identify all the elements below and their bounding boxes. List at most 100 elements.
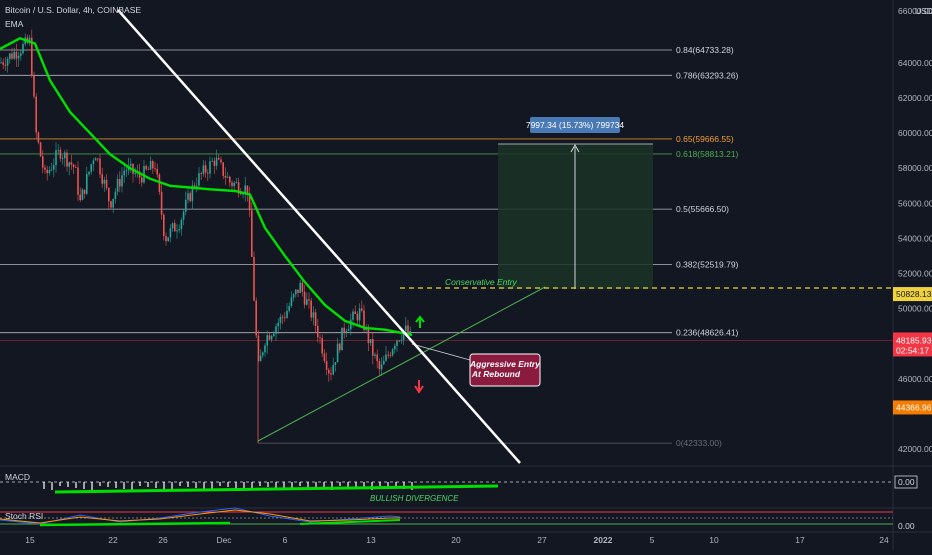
candle-body xyxy=(352,311,354,320)
currency-label[interactable]: USD xyxy=(915,6,932,16)
candle-body xyxy=(312,312,315,318)
candle-body xyxy=(66,152,68,167)
candle-body xyxy=(244,185,246,194)
candle-body xyxy=(248,194,251,211)
candle-body xyxy=(378,361,381,370)
candle-body xyxy=(394,345,396,350)
candle-body xyxy=(229,176,231,183)
candle-body xyxy=(123,170,125,176)
support-trendline[interactable] xyxy=(257,286,546,442)
candle-body xyxy=(57,149,59,151)
bullish-divergence-line xyxy=(54,484,499,494)
candle-body xyxy=(204,165,207,173)
candle-body xyxy=(99,158,101,175)
candle-body xyxy=(290,297,293,307)
candle-body xyxy=(53,165,55,170)
up-arrow-icon xyxy=(415,315,425,328)
candle-body xyxy=(343,327,345,333)
aggressive-entry-line1: Aggressive Entry xyxy=(469,359,541,369)
candle-body xyxy=(266,335,268,346)
ema-line xyxy=(0,36,413,337)
candle-body xyxy=(303,291,306,305)
candle-body xyxy=(90,164,92,172)
time-tick-label: 10 xyxy=(709,535,719,545)
price-tag-current-value: 48185.93 xyxy=(896,335,932,345)
candle-body xyxy=(242,193,244,195)
candle-body xyxy=(317,326,319,338)
candle-body xyxy=(275,326,277,334)
time-axis[interactable]: 15 22 26 Dec 6 13 20 27 2022 5 10 17 24 xyxy=(25,535,889,545)
candle-body xyxy=(202,165,205,174)
candle-body xyxy=(354,311,356,314)
candle-body xyxy=(70,162,73,165)
candle-body xyxy=(88,171,90,175)
candle-body xyxy=(233,182,235,187)
candle-body xyxy=(363,310,365,331)
candle-body xyxy=(389,354,392,356)
price-tag-low-value: 44366.96 xyxy=(896,402,932,412)
indicator-label[interactable]: EMA xyxy=(5,19,24,29)
candle-body xyxy=(176,230,178,232)
stoch-value: 0.00 xyxy=(898,521,915,531)
candle-body xyxy=(297,289,299,293)
price-tag-low xyxy=(893,400,932,415)
candle-body xyxy=(356,313,359,321)
candle-body xyxy=(125,170,128,172)
candle-body xyxy=(174,223,176,232)
candlestick-series xyxy=(0,29,411,444)
candle-body xyxy=(319,337,321,339)
candle-body xyxy=(402,330,405,340)
price-tick-label: 56000.00 xyxy=(898,198,932,208)
aggressive-entry-box[interactable] xyxy=(469,353,541,387)
candle-body xyxy=(39,142,42,157)
price-tick-label: 64000.00 xyxy=(898,58,932,68)
measure-label-box xyxy=(530,117,620,133)
candle-body xyxy=(79,194,81,201)
candle-body xyxy=(339,343,341,351)
candle-body xyxy=(48,170,51,174)
candle-body xyxy=(55,150,57,166)
candle-body xyxy=(391,349,394,356)
macd-value: 0.00 xyxy=(898,477,915,487)
candle-body xyxy=(257,335,260,362)
price-tick-label: 50000.00 xyxy=(898,304,932,314)
price-tick-label: 60000.00 xyxy=(898,128,932,138)
candle-body xyxy=(222,162,224,176)
candle-body xyxy=(116,179,119,192)
candle-body xyxy=(396,340,398,346)
candle-body xyxy=(215,157,218,166)
candle-body xyxy=(17,55,20,59)
candle-body xyxy=(374,354,376,356)
candle-body xyxy=(13,51,15,59)
candle-body xyxy=(224,175,227,178)
measure-arrow-head xyxy=(570,143,580,153)
candle-body xyxy=(341,327,343,351)
candle-body xyxy=(226,176,229,178)
candle-body xyxy=(35,96,37,133)
candle-body xyxy=(358,308,361,321)
price-tick-label: 62000.00 xyxy=(898,93,932,103)
price-axis[interactable]: 64000.00 62000.00 60000.00 58000.00 56000.00… xyxy=(898,6,932,454)
candle-body xyxy=(110,201,112,208)
candle-body xyxy=(196,185,198,187)
candle-body xyxy=(11,53,13,59)
time-tick-label: 20 xyxy=(451,535,461,545)
price-tick-label: 58000.00 xyxy=(898,163,932,173)
resistance-trendline[interactable] xyxy=(117,9,521,464)
candle-body xyxy=(44,167,46,170)
candle-body xyxy=(325,361,328,370)
bullish-divergence-label: BULLISH DIVERGENCE xyxy=(370,494,459,503)
price-tag-conservative xyxy=(893,287,932,302)
candle-body xyxy=(156,168,158,175)
candle-body xyxy=(240,193,242,195)
candle-body xyxy=(77,167,79,195)
candle-body xyxy=(9,53,11,59)
candle-body xyxy=(72,164,75,168)
candle-body xyxy=(220,159,222,163)
candle-body xyxy=(314,312,317,327)
macd-title[interactable]: MACD xyxy=(5,472,30,482)
stoch-title[interactable]: Stoch RSI xyxy=(5,511,43,521)
chart-title[interactable]: Bitcoin / U.S. Dollar, 4h, COINBASE xyxy=(5,5,141,15)
